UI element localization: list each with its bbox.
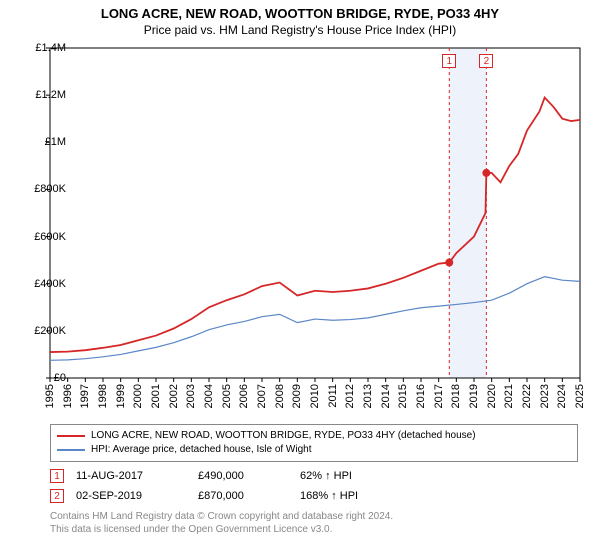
table-row: 2 02-SEP-2019 £870,000 168% ↑ HPI [50, 486, 578, 506]
x-tick-label: 1998 [97, 384, 109, 408]
plot-area [50, 48, 580, 378]
x-tick-label: 2025 [574, 384, 586, 408]
y-tick-label: £400K [34, 278, 66, 290]
x-tick-label: 2010 [309, 384, 321, 408]
transactions-table: 1 11-AUG-2017 £490,000 62% ↑ HPI 2 02-SE… [50, 466, 578, 506]
x-tick-label: 2023 [539, 384, 551, 408]
plot-svg [50, 48, 580, 378]
legend-item-hpi: HPI: Average price, detached house, Isle… [57, 443, 571, 457]
marker-flag: 1 [442, 54, 456, 68]
y-tick-label: £200K [34, 325, 66, 337]
txn-pct: 62% ↑ HPI [300, 470, 420, 482]
marker-badge-1: 1 [50, 469, 64, 483]
x-tick-label: 1995 [44, 384, 56, 408]
x-tick-label: 2022 [521, 384, 533, 408]
chart-container: LONG ACRE, NEW ROAD, WOOTTON BRIDGE, RYD… [0, 0, 600, 560]
x-tick-label: 2009 [291, 384, 303, 408]
y-tick-label: £1M [45, 136, 66, 148]
x-tick-label: 2018 [450, 384, 462, 408]
x-tick-label: 2007 [256, 384, 268, 408]
legend-label-property: LONG ACRE, NEW ROAD, WOOTTON BRIDGE, RYD… [91, 429, 476, 443]
txn-price: £490,000 [198, 470, 288, 482]
legend: LONG ACRE, NEW ROAD, WOOTTON BRIDGE, RYD… [50, 424, 578, 462]
x-tick-label: 2008 [274, 384, 286, 408]
x-tick-label: 2005 [221, 384, 233, 408]
marker-flag: 2 [479, 54, 493, 68]
x-tick-label: 2015 [397, 384, 409, 408]
x-tick-label: 1997 [79, 384, 91, 408]
x-tick-label: 2024 [556, 384, 568, 408]
txn-price: £870,000 [198, 490, 288, 502]
legend-item-property: LONG ACRE, NEW ROAD, WOOTTON BRIDGE, RYD… [57, 429, 571, 443]
x-tick-label: 2006 [238, 384, 250, 408]
x-tick-label: 2000 [132, 384, 144, 408]
x-tick-label: 1999 [115, 384, 127, 408]
chart-title: LONG ACRE, NEW ROAD, WOOTTON BRIDGE, RYD… [0, 0, 600, 21]
x-tick-label: 2019 [468, 384, 480, 408]
x-tick-label: 2020 [486, 384, 498, 408]
table-row: 1 11-AUG-2017 £490,000 62% ↑ HPI [50, 466, 578, 486]
txn-date: 02-SEP-2019 [76, 490, 186, 502]
y-tick-label: £1.2M [35, 89, 66, 101]
chart-subtitle: Price paid vs. HM Land Registry's House … [0, 21, 600, 41]
footer-line2: This data is licensed under the Open Gov… [50, 523, 393, 536]
footer-line1: Contains HM Land Registry data © Crown c… [50, 510, 393, 523]
legend-swatch-hpi [57, 449, 85, 451]
x-tick-label: 2003 [185, 384, 197, 408]
txn-pct: 168% ↑ HPI [300, 490, 420, 502]
legend-swatch-property [57, 435, 85, 437]
x-tick-label: 2016 [415, 384, 427, 408]
marker-badge-2: 2 [50, 489, 64, 503]
x-tick-label: 2021 [503, 384, 515, 408]
x-tick-label: 2012 [344, 384, 356, 408]
y-tick-label: £600K [34, 231, 66, 243]
x-tick-label: 2017 [433, 384, 445, 408]
x-tick-label: 2002 [168, 384, 180, 408]
x-tick-label: 2004 [203, 384, 215, 408]
txn-date: 11-AUG-2017 [76, 470, 186, 482]
x-tick-label: 2011 [327, 384, 339, 408]
y-tick-label: £800K [34, 183, 66, 195]
y-tick-label: £0 [54, 372, 66, 384]
legend-label-hpi: HPI: Average price, detached house, Isle… [91, 443, 312, 457]
x-tick-label: 2013 [362, 384, 374, 408]
y-tick-label: £1.4M [35, 42, 66, 54]
x-tick-label: 2001 [150, 384, 162, 408]
x-tick-label: 1996 [62, 384, 74, 408]
x-tick-label: 2014 [380, 384, 392, 408]
footer: Contains HM Land Registry data © Crown c… [50, 510, 393, 536]
